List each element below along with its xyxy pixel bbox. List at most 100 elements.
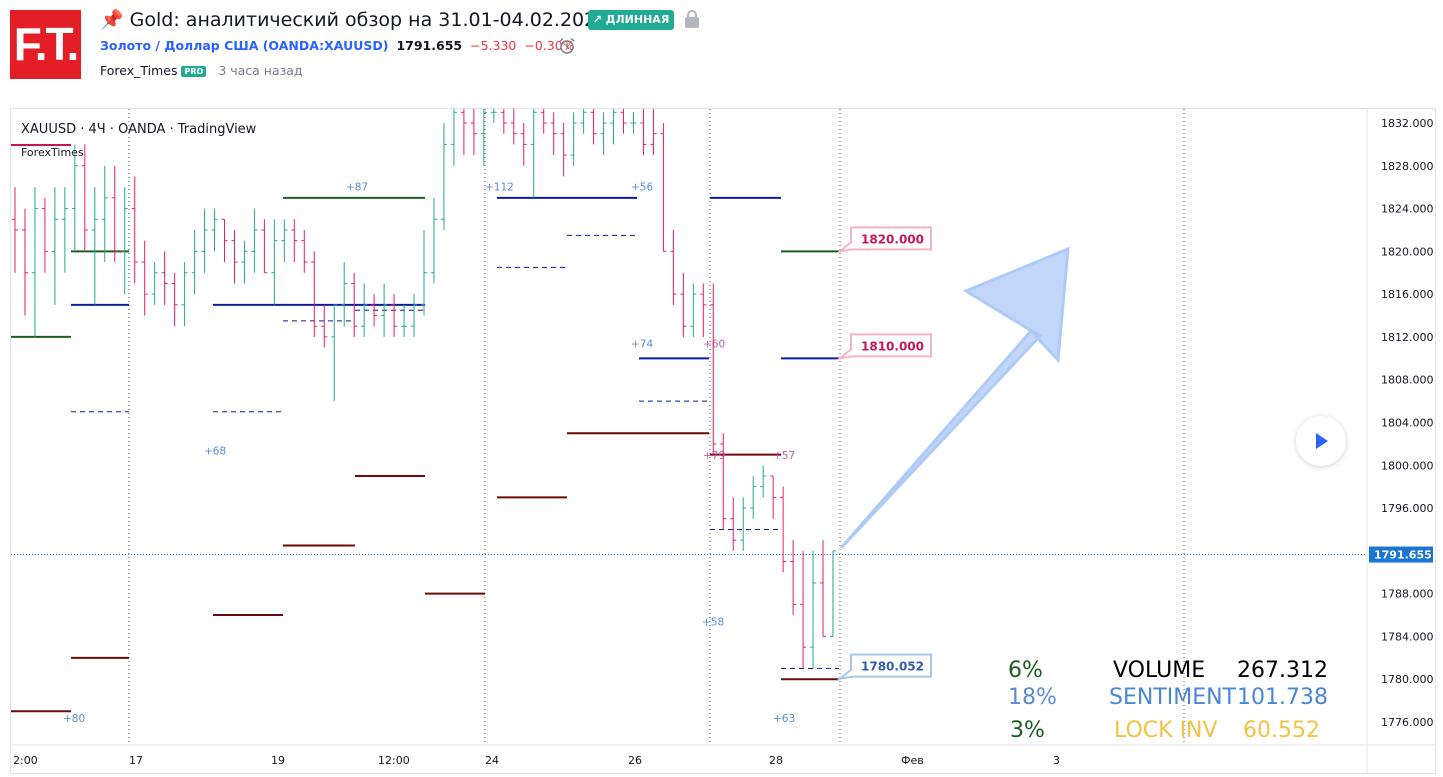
pin-icon: 📌 bbox=[100, 9, 124, 31]
chart-panel[interactable]: 1832.000 1828.000 1824.000 1820.000 1816.000… bbox=[10, 101, 1436, 774]
candle bbox=[251, 208, 258, 273]
current-price-value: 1791.655 bbox=[1374, 549, 1432, 562]
publish-time: 3 часа назад bbox=[218, 63, 303, 78]
y-tick-label: 1824.000 bbox=[1381, 203, 1434, 216]
candle bbox=[151, 262, 158, 305]
volume-label: VOLUME bbox=[1113, 658, 1205, 683]
candle bbox=[361, 283, 368, 337]
price-callout-box bbox=[836, 653, 932, 681]
candle bbox=[460, 101, 467, 156]
candle bbox=[770, 475, 777, 519]
candle bbox=[440, 123, 447, 230]
symbol-link[interactable]: Золото / Доллар США (OANDA:XAUUSD) bbox=[100, 38, 389, 53]
candle bbox=[760, 465, 767, 498]
candle bbox=[21, 208, 28, 316]
candle bbox=[520, 123, 527, 166]
pro-badge: PRO bbox=[181, 66, 207, 77]
candle bbox=[660, 123, 667, 252]
price-callout-box bbox=[836, 333, 932, 360]
candle bbox=[450, 101, 457, 166]
candle bbox=[281, 219, 288, 263]
candle bbox=[530, 101, 537, 198]
candle bbox=[780, 486, 787, 573]
candle bbox=[241, 240, 248, 284]
level-label: +58 bbox=[702, 617, 724, 629]
candle bbox=[590, 101, 597, 145]
candle bbox=[570, 112, 577, 166]
candle bbox=[391, 294, 398, 337]
candle bbox=[750, 475, 757, 519]
candle bbox=[261, 219, 268, 274]
x-tick-label: 26 bbox=[628, 754, 642, 767]
candle bbox=[730, 497, 737, 551]
sentiment-pct: 18% bbox=[1008, 685, 1057, 710]
candle bbox=[301, 229, 308, 273]
lockinv-value: 60.552 bbox=[1243, 718, 1320, 743]
level-label: +57 bbox=[773, 450, 795, 462]
volume-pct: 6% bbox=[1008, 658, 1043, 683]
candle bbox=[71, 144, 78, 252]
candle bbox=[680, 272, 687, 337]
candle bbox=[181, 262, 188, 327]
candle bbox=[690, 283, 697, 337]
candle bbox=[321, 304, 328, 348]
candle bbox=[41, 197, 48, 273]
forex-times-logo: F.T. bbox=[10, 10, 81, 79]
candle bbox=[490, 101, 497, 123]
x-tick-label: 19 bbox=[271, 754, 285, 767]
candle bbox=[331, 304, 338, 402]
candle bbox=[411, 294, 418, 337]
candle bbox=[630, 112, 637, 134]
price-callout: 1780.052 bbox=[836, 653, 932, 681]
play-button[interactable] bbox=[1296, 416, 1346, 466]
sentiment-label: SENTIMENT bbox=[1109, 685, 1237, 710]
price-callout: 1810.000 bbox=[836, 333, 932, 360]
candle bbox=[640, 101, 647, 156]
level-label: +112 bbox=[485, 181, 514, 193]
candle bbox=[161, 251, 168, 305]
trend-arrow bbox=[839, 246, 1070, 550]
level-label: +80 bbox=[63, 713, 85, 725]
candle bbox=[12, 187, 18, 273]
candle bbox=[600, 112, 607, 156]
long-badge: ↗ ДЛИННАЯ bbox=[588, 10, 674, 30]
current-price-tag bbox=[1369, 546, 1433, 563]
y-tick-label: 1828.000 bbox=[1381, 160, 1434, 173]
volume-value: 267.312 bbox=[1237, 658, 1328, 683]
lockinv-pct: 3% bbox=[1010, 718, 1045, 743]
level-label: +87 bbox=[346, 181, 368, 193]
price-callout-label: 1810.000 bbox=[861, 339, 924, 353]
candle bbox=[500, 101, 507, 134]
idea-title: 📌 Gold: аналитический обзор на 31.01-04.0… bbox=[100, 8, 614, 31]
idea-title-text: Gold: аналитический обзор на 31.01-04.02… bbox=[129, 9, 615, 31]
candle bbox=[740, 497, 747, 551]
y-tick-label: 1776.000 bbox=[1381, 716, 1434, 729]
candle bbox=[381, 283, 388, 337]
level-label: +74 bbox=[631, 339, 653, 351]
price-callout-label: 1780.052 bbox=[861, 660, 924, 674]
candle bbox=[111, 165, 118, 263]
y-tick-label: 1816.000 bbox=[1381, 288, 1434, 301]
candle bbox=[790, 540, 797, 616]
x-tick-label: 28 bbox=[769, 754, 783, 767]
symbol-line: Золото / Доллар США (OANDA:XAUUSD) 1791.6… bbox=[100, 38, 575, 53]
candle bbox=[131, 176, 138, 284]
candle bbox=[61, 187, 68, 273]
level-label: +63 bbox=[773, 713, 795, 725]
candle bbox=[51, 187, 58, 305]
price-chart[interactable]: 1832.000 1828.000 1824.000 1820.000 1816.000… bbox=[11, 101, 1435, 773]
lockinv-label: LOCK INV bbox=[1114, 718, 1218, 743]
candle bbox=[720, 433, 727, 530]
candle bbox=[221, 218, 228, 263]
author-name[interactable]: Forex_Times bbox=[100, 63, 178, 78]
y-tick-label: 1832.000 bbox=[1381, 117, 1434, 130]
price-callout-box bbox=[836, 226, 932, 253]
y-tick-label: 1808.000 bbox=[1381, 374, 1434, 387]
alarm-icon[interactable] bbox=[558, 37, 576, 55]
candle bbox=[620, 101, 627, 134]
candle bbox=[820, 540, 827, 637]
x-tick-label: Фев bbox=[901, 754, 924, 767]
candle bbox=[810, 550, 817, 669]
x-tick-label: 24 bbox=[485, 754, 499, 767]
author-line: Forex_Times PRO 3 часа назад bbox=[100, 63, 303, 78]
